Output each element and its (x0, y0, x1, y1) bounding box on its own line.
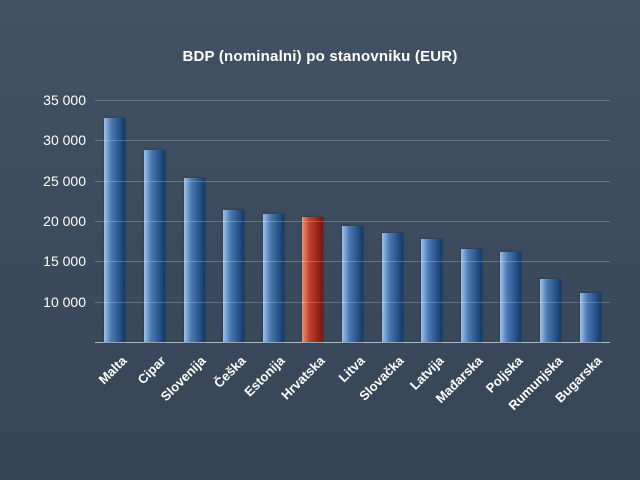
bar (143, 150, 165, 342)
bar (262, 213, 284, 342)
x-axis-labels: Malta Cipar Slovenija Češka Estonija Hrvatska… (95, 343, 610, 453)
y-tick-label: 15 000 (43, 253, 86, 270)
y-tick-label: 30 000 (43, 132, 86, 149)
y-tick-label: 35 000 (43, 92, 86, 108)
bar (223, 209, 245, 342)
bar-slot (412, 100, 452, 342)
plot-area (95, 100, 610, 343)
bar-slot (214, 100, 254, 342)
bar-slot (372, 100, 412, 342)
bar (104, 117, 126, 342)
bar-slot (174, 100, 214, 342)
bar (460, 249, 482, 342)
bars-container (95, 100, 610, 342)
bar-slot (451, 100, 491, 342)
bar (540, 279, 561, 342)
bar-slot (333, 100, 373, 342)
gridline (95, 100, 610, 101)
bar-slot (531, 100, 571, 342)
gridline (95, 301, 610, 303)
bar (500, 252, 522, 342)
gridline (95, 261, 610, 263)
gridline (95, 180, 610, 182)
bar-slot (135, 100, 175, 342)
y-tick-label: 25 000 (43, 172, 86, 189)
bar (421, 238, 443, 342)
bar (579, 292, 601, 342)
bar (341, 225, 363, 342)
y-tick-label: 10 000 (43, 293, 86, 310)
bar-slot (570, 100, 610, 342)
chart-title: BDP (nominalni) po stanovniku (EUR) (182, 48, 458, 65)
bar-slot (293, 100, 333, 342)
bar-slot (95, 100, 135, 342)
bar (381, 233, 403, 342)
gridline (95, 140, 610, 142)
bar-slot (491, 100, 531, 342)
y-tick-label: 20 000 (43, 213, 86, 229)
bar-highlight (302, 216, 324, 342)
bar (183, 178, 205, 342)
gridline (95, 221, 610, 222)
bar-slot (253, 100, 293, 342)
